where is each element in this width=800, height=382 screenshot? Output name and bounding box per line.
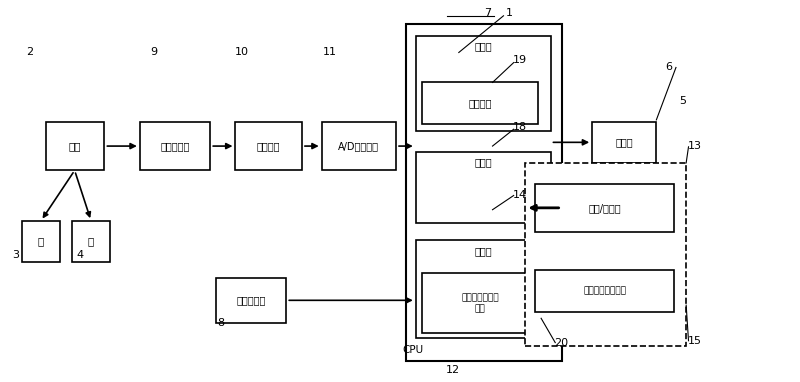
Bar [235, 122, 302, 170]
Bar [422, 83, 538, 124]
Text: 10: 10 [234, 47, 249, 57]
Text: 测定/停止键: 测定/停止键 [588, 203, 621, 213]
Text: 18: 18 [513, 122, 527, 132]
Text: A/D转换单元: A/D转换单元 [338, 141, 379, 151]
Text: 12: 12 [446, 365, 460, 375]
Text: 5: 5 [678, 96, 686, 106]
Bar [416, 152, 550, 223]
Text: 15: 15 [688, 336, 702, 346]
Bar [526, 163, 686, 346]
Bar [416, 240, 550, 338]
Text: 暂存单元: 暂存单元 [468, 98, 492, 108]
Text: 7: 7 [484, 8, 491, 18]
Bar [592, 122, 656, 163]
Text: 泵: 泵 [38, 236, 44, 246]
Text: 3: 3 [12, 250, 19, 260]
Bar [322, 122, 396, 170]
Text: 一组条件输入单元: 一组条件输入单元 [583, 286, 626, 295]
Text: 8: 8 [218, 318, 225, 328]
Bar [535, 270, 674, 312]
Text: 1: 1 [506, 8, 514, 18]
Text: 4: 4 [77, 250, 84, 260]
Text: 存储部: 存储部 [474, 41, 492, 51]
Text: 电源供应部: 电源供应部 [236, 295, 266, 305]
Bar [46, 122, 105, 170]
Bar [406, 24, 562, 361]
Text: 计算部: 计算部 [474, 246, 492, 256]
Bar [22, 221, 60, 262]
Text: 13: 13 [688, 141, 702, 151]
Text: 放大电路: 放大电路 [257, 141, 281, 151]
Text: 压力传感器: 压力传感器 [160, 141, 190, 151]
Text: 2: 2 [26, 47, 34, 57]
Bar [72, 221, 110, 262]
Bar [422, 274, 538, 333]
Text: 11: 11 [322, 47, 337, 57]
Text: 显示部: 显示部 [615, 138, 633, 147]
Bar [535, 183, 674, 232]
Text: 19: 19 [513, 55, 527, 65]
Text: 14: 14 [513, 190, 527, 200]
Text: 20: 20 [554, 338, 569, 348]
Text: 判断部: 判断部 [474, 157, 492, 167]
Text: 6: 6 [666, 63, 673, 73]
Text: 9: 9 [150, 47, 158, 57]
Bar [216, 278, 286, 323]
Text: CPU: CPU [402, 345, 423, 354]
Text: 血压平均值计算
单元: 血压平均值计算 单元 [461, 294, 498, 313]
Text: 袖带: 袖带 [69, 141, 82, 151]
Bar [140, 122, 210, 170]
Text: 阀: 阀 [88, 236, 94, 246]
Bar [416, 36, 550, 131]
